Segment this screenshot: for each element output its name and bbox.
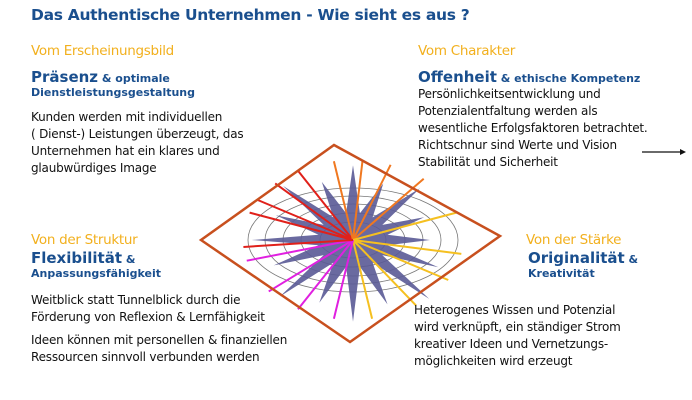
subtitle: &: [624, 253, 639, 266]
line: Ideen können mit personellen & finanziel…: [31, 333, 288, 347]
line: Stabilität und Sicherheit: [418, 155, 558, 169]
line: kreativer Ideen und Vernetzungs-: [414, 337, 608, 351]
line: Richtschnur sind Werte und Vision: [418, 138, 617, 152]
line: Potenzialentfaltung werden als: [418, 104, 598, 118]
ray: [352, 239, 462, 255]
ray: [332, 160, 354, 241]
ray: [352, 239, 374, 320]
ray: [249, 211, 354, 241]
ray: [332, 239, 354, 320]
line: glaubwürdiges Image: [31, 161, 157, 175]
line: Förderung von Reflexion & Lernfähigkeit: [31, 310, 265, 324]
body-text: Kunden werden mit individuellen ( Dienst…: [31, 109, 244, 177]
line: wesentliche Erfolgsfaktoren betrachtet.: [418, 121, 648, 135]
line: Unternehmen hat ein klares und: [31, 144, 220, 158]
line: Kunden werden mit individuellen: [31, 110, 223, 124]
subtitle: & optimale: [98, 72, 170, 85]
ray: [352, 239, 449, 281]
quadrant-bottom-right-heading: Von der Stärke Originalität & Kreativitä…: [526, 232, 638, 280]
heading: Vom Charakter: [418, 43, 516, 59]
star-shape: [251, 165, 439, 322]
ray: [297, 170, 354, 241]
body-text: Persönlichkeitsentwicklung und Potenzial…: [418, 86, 648, 171]
quadrant-bottom-right-body: Heterogenes Wissen und Potenzial wird ve…: [414, 302, 621, 370]
page-title: Das Authentische Unternehmen - Wie sieht…: [31, 6, 470, 24]
heading: Von der Struktur: [31, 232, 138, 248]
arrow-head-icon: [680, 149, 686, 155]
diamond-frame: [198, 143, 503, 344]
ray: [352, 160, 364, 241]
key-term: Originalität: [528, 249, 625, 267]
subtitle-2: Anpassungsfähigkeit: [31, 267, 162, 280]
quadrant-top-right: Vom Charakter Offenheit & ethische Kompe…: [418, 43, 648, 171]
line: Heterogenes Wissen und Potenzial: [414, 303, 616, 317]
ray: [243, 239, 354, 248]
ray: [352, 239, 417, 307]
quadrant-bottom-left: Von der Struktur Flexibilität & Anpassun…: [31, 232, 287, 366]
ray: [268, 239, 354, 293]
line: Persönlichkeitsentwicklung und: [418, 87, 601, 101]
key-term: Offenheit: [418, 68, 497, 86]
subtitle-2: Kreativität: [528, 267, 595, 280]
line: ( Dienst-) Leistungen überzeugt, das: [31, 127, 244, 141]
quadrant-top-left: Vom Erscheinungsbild Präsenz & optimale …: [31, 43, 244, 177]
key-term: Flexibilität: [31, 249, 123, 267]
rays: [243, 160, 462, 320]
ray: [352, 211, 457, 241]
heading: Vom Erscheinungsbild: [31, 43, 174, 59]
ray: [257, 199, 354, 241]
subtitle-2: Dienstleistungsgestaltung: [31, 86, 196, 99]
line: Weitblick statt Tunnelblick durch die: [31, 293, 241, 307]
heading: Von der Stärke: [526, 232, 622, 248]
body-text: Weitblick statt Tunnelblick durch die Fö…: [31, 292, 287, 366]
ray: [246, 239, 354, 262]
subtitle: &: [122, 253, 136, 266]
subtitle: & ethische Kompetenz: [496, 72, 641, 85]
line: möglichkeiten wird erzeugt: [414, 354, 573, 368]
ray: [352, 164, 392, 241]
key-term: Präsenz: [31, 68, 99, 86]
ray: [274, 182, 354, 241]
ray: [297, 239, 354, 310]
line: Ressourcen sinnvoll verbunden werden: [31, 350, 260, 364]
line: wird verknüpft, ein ständiger Strom: [414, 320, 621, 334]
